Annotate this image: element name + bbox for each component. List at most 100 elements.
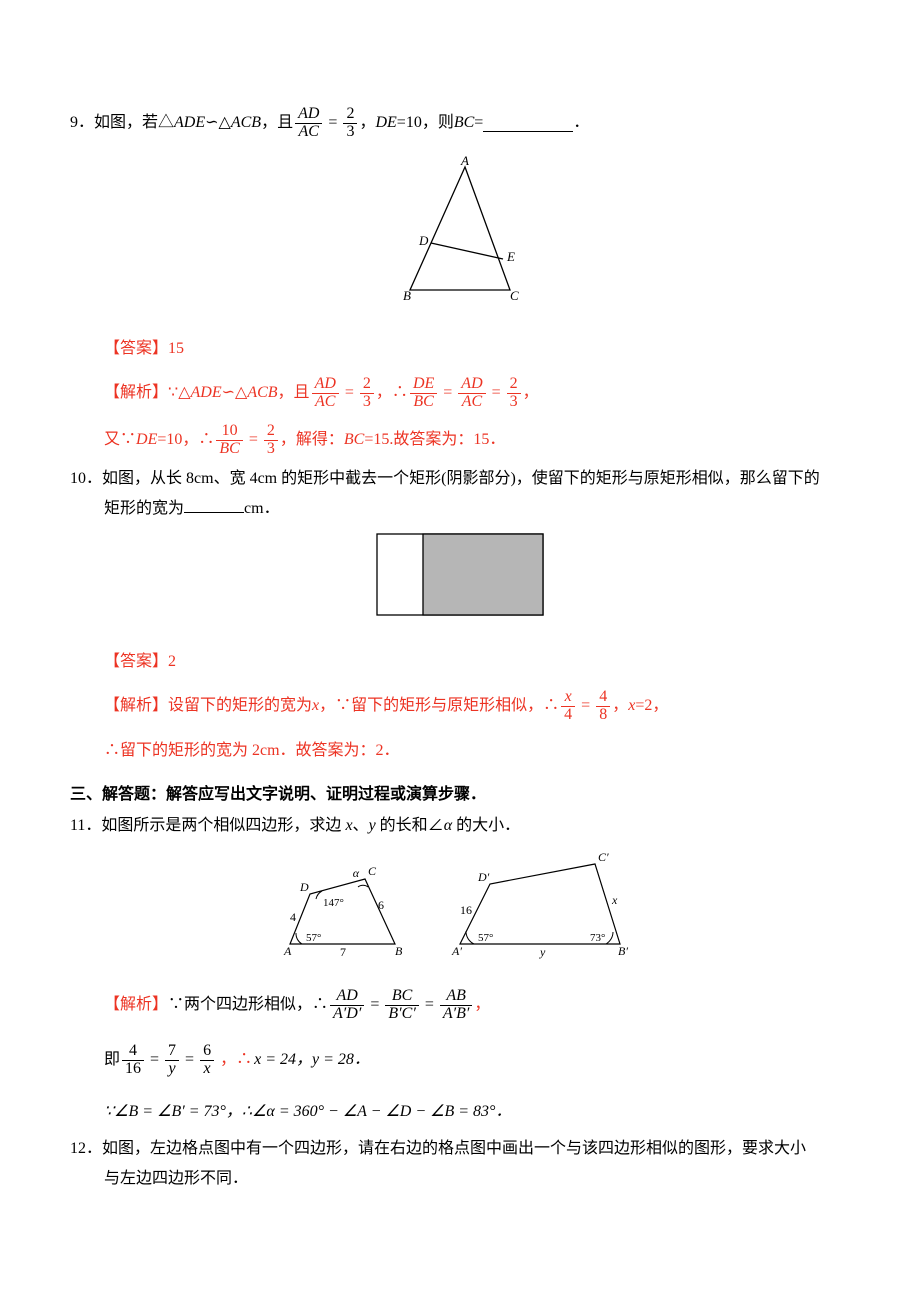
svg-text:B′: B′ — [618, 944, 628, 958]
q9-tri1: ADE — [174, 108, 205, 138]
q10-stem-1: 10．如图，从长 8cm、宽 4cm 的矩形中截去一个矩形(阴影部分)，使留下的… — [70, 464, 850, 494]
t: ∽△ — [222, 378, 248, 408]
svg-text:57°: 57° — [306, 932, 321, 944]
q10-text-b: 矩形的宽为 — [104, 500, 184, 517]
frac: 6x — [200, 1043, 214, 1078]
q9-text-b: △ — [219, 108, 231, 138]
q10-stem-2: 矩形的宽为 cm． — [70, 494, 850, 524]
svg-text:57°: 57° — [478, 932, 493, 944]
t: 的长和∠ — [376, 817, 444, 834]
svg-text:6: 6 — [378, 898, 384, 912]
t: ∵两个四边形相似，∴ — [168, 990, 328, 1020]
q11-stem: 11．如图所示是两个相似四边形，求边 x、y 的长和∠α 的大小． — [70, 811, 850, 841]
t: 如图所示是两个相似四边形，求边 — [101, 817, 345, 834]
frac: BCB′C′ — [385, 988, 418, 1023]
frac: x4 — [561, 689, 575, 724]
t: ， — [612, 691, 628, 721]
frac: 416 — [122, 1043, 144, 1078]
t: x = 24，y = 28． — [254, 1045, 370, 1075]
q9-eq1: = — [328, 108, 337, 138]
frac: 23 — [264, 423, 278, 458]
t: 又∵ — [104, 425, 136, 455]
frac: 23 — [360, 376, 374, 411]
t: x — [628, 691, 635, 721]
t: y — [369, 817, 376, 834]
q9-period: ． — [573, 108, 589, 138]
t: 的大小． — [452, 817, 520, 834]
q9-parse-line1: 【解析】 ∵△ ADE ∽△ ACB ，且 ADAC = 23 ，∴ DEBC … — [70, 370, 850, 417]
svg-text:A: A — [460, 155, 469, 168]
q11-figure: A B C D 4 147° α 6 57° 7 A′ B′ C′ D′ 16 — [70, 849, 850, 970]
q9-blank — [483, 115, 573, 132]
q11-parse-2: 即 416 = 7y = 6x ，∴ x = 24，y = 28． — [70, 1029, 850, 1092]
q9-bc-eq: = — [474, 108, 483, 138]
svg-text:C: C — [368, 864, 377, 878]
t: ∵∠B = ∠B′ = 73°，∴∠α = 360° − ∠A − ∠D − ∠… — [104, 1103, 511, 1120]
frac: ADAC — [312, 376, 339, 411]
t: 即 — [104, 1045, 120, 1075]
q10-unit: cm． — [244, 500, 280, 517]
q9-text-c: ，且 — [261, 108, 293, 138]
q9-answer-value: 15 — [168, 340, 184, 357]
t: ，且 — [278, 378, 310, 408]
eq: = — [150, 1045, 159, 1075]
q11-number: 11． — [70, 817, 101, 834]
svg-text:D: D — [418, 233, 429, 248]
q12-stem-2: 与左边四边形不同． — [70, 1164, 850, 1194]
svg-text:7: 7 — [340, 945, 346, 959]
q10-blank — [184, 496, 244, 513]
t: ，∴ — [376, 378, 408, 408]
q9-parse-line2: 又∵ DE =10，∴ 10BC = 23 ，解得： BC =15.故答案为：1… — [70, 417, 850, 464]
q9-sim: ∽ — [205, 108, 218, 138]
frac: 23 — [507, 376, 521, 411]
frac: ADA′D′ — [330, 988, 364, 1023]
t: BC — [344, 425, 364, 455]
t: 、 — [353, 817, 369, 834]
q9-stem: 9． 如图，若△ ADE ∽ △ ACB ，且 AD AC = 2 3 ， DE… — [70, 100, 850, 147]
svg-text:D′: D′ — [477, 870, 490, 884]
eq: = — [345, 378, 354, 408]
t: ADE — [191, 378, 222, 408]
frac: 7y — [165, 1043, 179, 1078]
q9-de-eq: =10，则 — [397, 108, 454, 138]
q10-answer-label: 【答案】 — [104, 653, 168, 670]
svg-text:A: A — [283, 944, 292, 958]
eq: = — [185, 1045, 194, 1075]
q9-frac2: 2 3 — [343, 106, 357, 141]
frac: ADAC — [458, 376, 485, 411]
t: ∵△ — [168, 378, 190, 408]
svg-text:D: D — [299, 880, 309, 894]
q11-parse-3: ∵∠B = ∠B′ = 73°，∴∠α = 360° − ∠A − ∠D − ∠… — [70, 1091, 850, 1133]
svg-text:4: 4 — [290, 910, 296, 924]
q10-figure — [70, 532, 850, 628]
svg-text:16: 16 — [460, 903, 472, 917]
page-container: 9． 如图，若△ ADE ∽ △ ACB ，且 AD AC = 2 3 ， DE… — [0, 0, 920, 1255]
q10-parse-2: ∴留下的矩形的宽为 2cm．故答案为：2． — [70, 730, 850, 772]
q11-parse-label: 【解析】 — [104, 990, 168, 1020]
t: ∴留下的矩形的宽为 2cm．故答案为：2． — [104, 742, 400, 759]
q12-number: 12． — [70, 1140, 102, 1157]
t: ACB — [247, 378, 277, 408]
t: ， — [474, 990, 490, 1020]
t: 设留下的矩形的宽为 — [168, 691, 312, 721]
t: x — [345, 817, 352, 834]
t: ，∴ — [220, 1045, 252, 1075]
q9-bc: BC — [454, 108, 474, 138]
t: DE — [136, 425, 157, 455]
t: x — [312, 691, 319, 721]
svg-text:C′: C′ — [598, 850, 609, 864]
q9-figure: A B C D E — [70, 155, 850, 316]
q9-text-a: 如图，若△ — [94, 108, 174, 138]
q9-comma: ， — [359, 108, 375, 138]
svg-text:73°: 73° — [590, 932, 605, 944]
q9-parse-label: 【解析】 — [104, 378, 168, 408]
frac: 48 — [596, 689, 610, 724]
section3-title: 三、解答题：解答应写出文字说明、证明过程或演算步骤． — [70, 780, 850, 810]
q9-tri2: ACB — [231, 108, 261, 138]
t: ，∵留下的矩形与原矩形相似，∴ — [319, 691, 559, 721]
eq: = — [370, 990, 379, 1020]
t: =2， — [635, 691, 668, 721]
q10-number: 10． — [70, 470, 102, 487]
eq: = — [581, 691, 590, 721]
svg-text:C: C — [510, 288, 519, 303]
